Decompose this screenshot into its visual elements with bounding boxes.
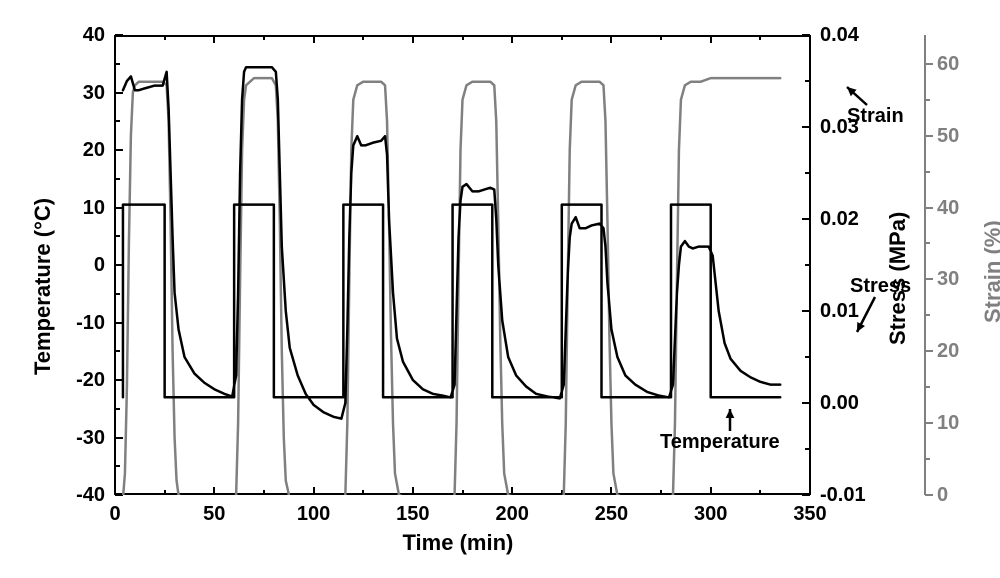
chart-figure: -40-30-20-10010203040Temperature (°C)-0.… (0, 0, 1000, 578)
annotation-arrow-icon (0, 0, 1000, 578)
